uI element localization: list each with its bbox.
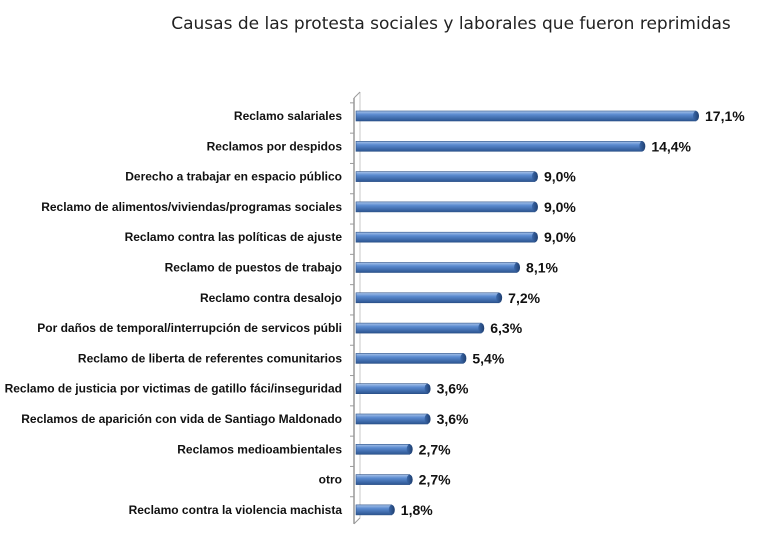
bar	[355, 231, 536, 243]
category-label: otro	[319, 473, 342, 487]
value-label: 9,0%	[544, 199, 576, 215]
bar-cap	[478, 323, 485, 334]
category-label: Reclamos de aparición con vida de Santia…	[21, 412, 342, 426]
category-label: Por daños de temporal/interrupción de se…	[37, 321, 342, 335]
bar	[355, 353, 464, 364]
bar-cap	[514, 262, 521, 273]
bar	[355, 413, 428, 425]
bar	[355, 110, 697, 122]
value-label: 5,4%	[472, 350, 504, 366]
axis-top-edge	[353, 91, 361, 99]
value-label: 6,3%	[490, 320, 522, 336]
bar	[355, 201, 536, 213]
value-label: 9,0%	[544, 229, 576, 245]
value-labels: 17,1%14,4%9,0%9,0%9,0%8,1%7,2%6,3%5,4%3,…	[401, 108, 745, 518]
category-label: Derecho a trabajar en espacio público	[125, 170, 342, 184]
bar-cap	[531, 232, 538, 243]
bars	[355, 110, 699, 516]
bar	[355, 443, 410, 455]
category-label: Reclamo de liberta de referentes comunit…	[78, 351, 342, 365]
value-label: 2,7%	[419, 441, 451, 457]
value-label: 2,7%	[419, 472, 451, 488]
category-axis	[350, 91, 361, 525]
bar	[355, 262, 518, 273]
bar	[355, 292, 500, 304]
bar	[355, 474, 410, 485]
bar	[355, 322, 482, 334]
bar-cap	[531, 201, 538, 212]
value-label: 9,0%	[544, 169, 576, 185]
category-label: Reclamo de alimentos/viviendas/programas…	[41, 200, 342, 214]
category-label: Reclamo contra las políticas de ajuste	[125, 230, 343, 244]
bar	[355, 504, 393, 516]
bar-cap	[406, 474, 413, 485]
bar-cap	[424, 383, 431, 394]
category-label: Reclamo de puestos de trabajo	[165, 261, 342, 275]
chart-title: Causas de las protesta sociales y labora…	[171, 14, 731, 34]
category-label: Reclamo contra desalojo	[200, 291, 342, 305]
bar-cap	[531, 171, 538, 182]
axis-bottom-edge	[353, 517, 361, 525]
bar	[355, 383, 428, 395]
bar-cap	[424, 414, 431, 424]
value-label: 3,6%	[437, 411, 469, 427]
category-label: Reclamo de justicia por victimas de gati…	[5, 382, 342, 396]
category-labels: Reclamo salariales Reclamos por despidos D…	[5, 109, 343, 517]
bar	[355, 141, 643, 152]
category-label: Reclamos por despidos	[207, 139, 343, 153]
category-label: Reclamo contra la violencia machista	[129, 503, 343, 517]
bar-cap	[639, 141, 646, 152]
bar	[355, 171, 536, 182]
value-label: 3,6%	[437, 381, 469, 397]
bar-cap	[388, 504, 395, 515]
bar-cap	[496, 292, 503, 303]
bar-cap	[460, 353, 467, 364]
value-label: 1,8%	[401, 502, 433, 518]
value-label: 7,2%	[508, 290, 540, 306]
value-label: 14,4%	[651, 138, 691, 154]
category-label: Reclamos medioambientales	[177, 442, 342, 456]
value-label: 8,1%	[526, 260, 558, 276]
bar-cap	[693, 111, 699, 121]
value-label: 17,1%	[705, 108, 745, 124]
bar-cap	[406, 444, 413, 455]
category-label: Reclamo salariales	[234, 109, 342, 123]
